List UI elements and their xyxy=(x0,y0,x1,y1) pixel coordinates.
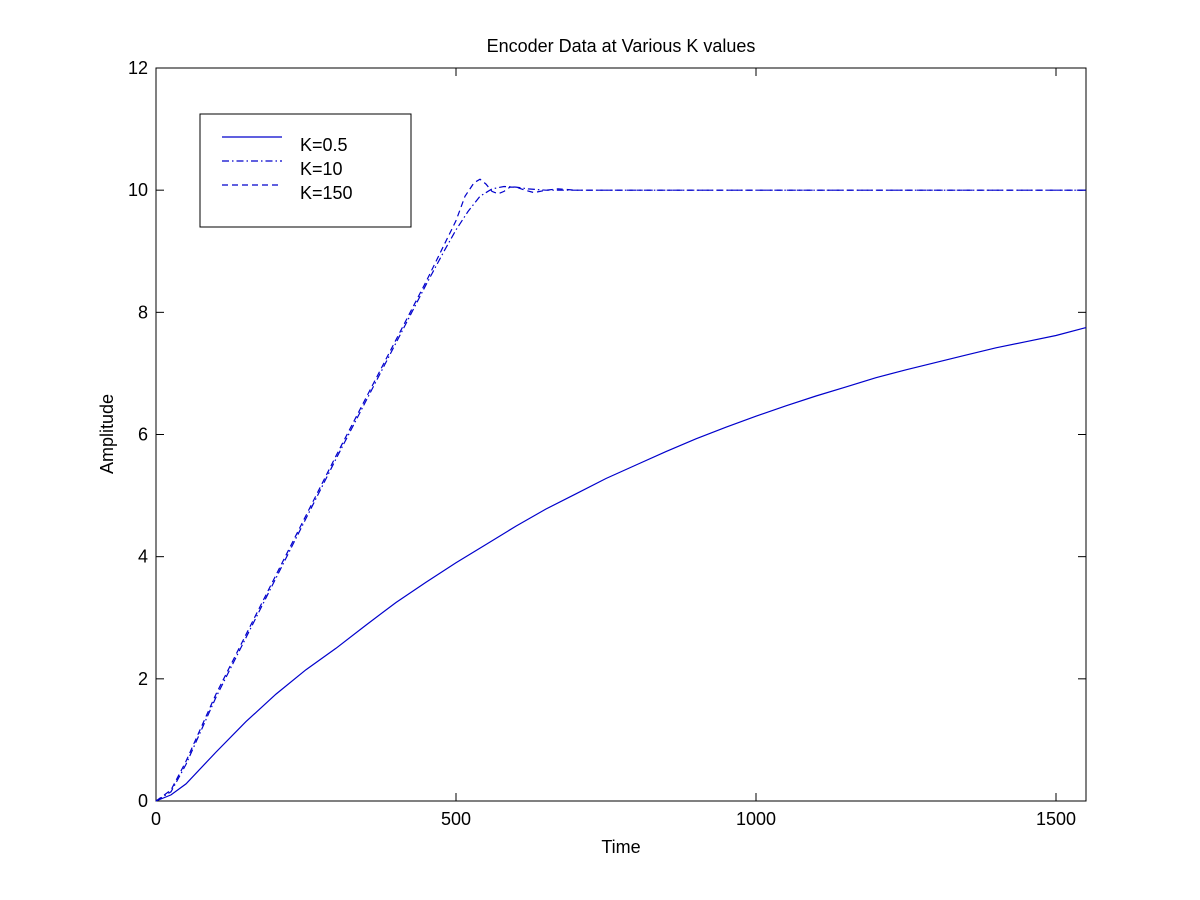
legend-label-1: K=0.5 xyxy=(300,135,348,155)
legend-box xyxy=(199,113,412,228)
y-tick-label: 2 xyxy=(138,669,148,689)
series-line-1 xyxy=(155,327,1087,802)
series-line-3 xyxy=(155,178,1086,802)
x-tick-label: 1000 xyxy=(736,809,776,829)
x-tick-label: 500 xyxy=(441,809,471,829)
y-tick-label: 12 xyxy=(128,58,148,78)
legend-label-2: K=10 xyxy=(300,159,343,179)
y-tick-label: 4 xyxy=(138,547,148,567)
series-line-2 xyxy=(155,185,1086,802)
chart-title: Encoder Data at Various K values xyxy=(487,36,756,56)
legend-label-3: K=150 xyxy=(300,183,353,203)
y-axis-label: Amplitude xyxy=(97,394,117,474)
legend: K=0.5 K=10 K=150 xyxy=(199,113,412,228)
y-tick-label: 6 xyxy=(138,425,148,445)
y-tick-label: 8 xyxy=(138,302,148,322)
y-tick-label: 10 xyxy=(128,180,148,200)
x-tick-label: 0 xyxy=(151,809,161,829)
series-layer xyxy=(155,178,1087,802)
axis-ticks: 0 500 1000 1500 0 2 4 6 8 10 12 xyxy=(128,58,1086,829)
x-axis-label: Time xyxy=(601,837,640,857)
y-tick-label: 0 xyxy=(138,791,148,811)
x-tick-label: 1500 xyxy=(1036,809,1076,829)
